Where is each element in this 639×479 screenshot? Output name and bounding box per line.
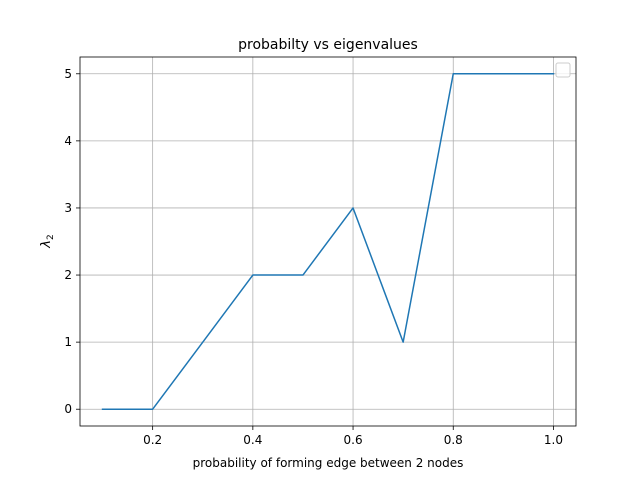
y-tick-label: 3 xyxy=(64,201,72,215)
series-line-0 xyxy=(101,73,555,410)
y-axis-ticks: 0 1 2 3 4 5 xyxy=(64,67,80,416)
y-axis-label-symbol: λ xyxy=(39,240,54,249)
plot-frame xyxy=(79,56,577,427)
chart-title: probabilty vs eigenvalues xyxy=(238,37,418,53)
y-tick-label: 2 xyxy=(64,268,72,282)
series-layer xyxy=(101,73,555,410)
y-tick-label: 4 xyxy=(64,134,72,148)
grid xyxy=(80,57,576,426)
y-tick-label: 0 xyxy=(64,402,72,416)
x-tick-label: 0.6 xyxy=(344,433,363,447)
y-axis-label-subscript: 2 xyxy=(46,234,56,240)
y-tick-label: 1 xyxy=(64,335,72,349)
x-tick-label: 0.2 xyxy=(143,433,162,447)
x-tick-label: 0.8 xyxy=(444,433,463,447)
x-axis-ticks: 0.2 0.4 0.6 0.8 1.0 xyxy=(143,426,563,447)
x-tick-label: 0.4 xyxy=(243,433,262,447)
x-tick-label: 1.0 xyxy=(544,433,563,447)
legend-box xyxy=(555,62,571,78)
x-axis-label: probability of forming edge between 2 no… xyxy=(193,456,464,470)
y-tick-label: 5 xyxy=(64,67,72,81)
y-axis-label: λ2 xyxy=(39,234,56,248)
